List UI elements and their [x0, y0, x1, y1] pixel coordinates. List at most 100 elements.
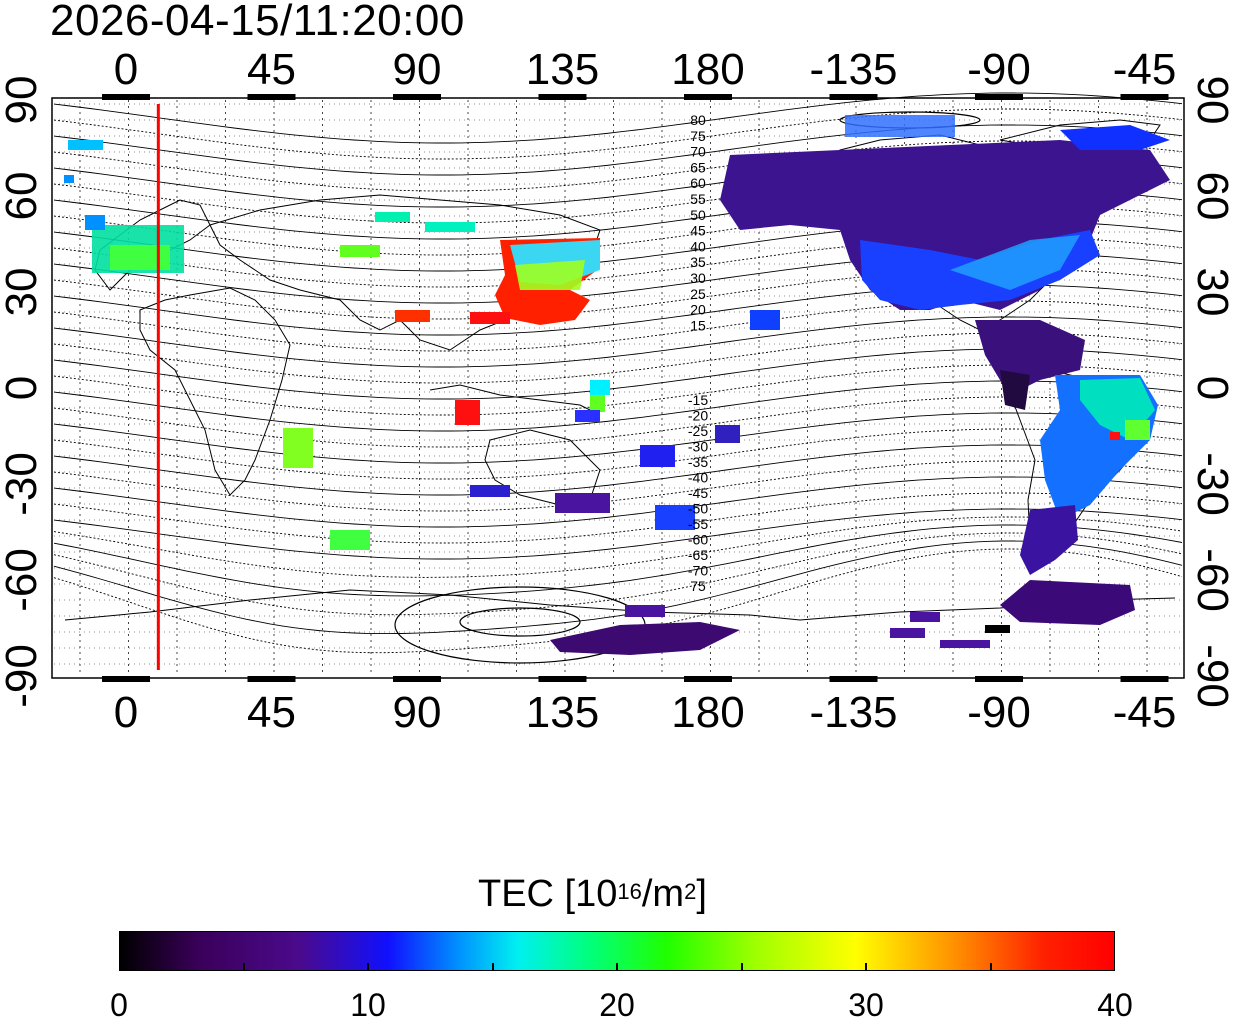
- contour-label: 35: [690, 254, 706, 270]
- contour-label: 50: [690, 207, 706, 223]
- lon-tick-bottom: 90: [393, 688, 442, 737]
- lat-tick-left: 30: [0, 268, 46, 317]
- colorbar-tick: [740, 963, 743, 971]
- contour-label: 75: [690, 128, 706, 144]
- axis-bar-top: [975, 94, 1023, 100]
- axis-bar-bottom: [393, 676, 441, 682]
- axis-bar-bottom: [684, 676, 732, 682]
- colorbar-tick-label: 40: [1097, 987, 1133, 1023]
- lon-tick-bottom: 180: [671, 688, 744, 737]
- contour-label: -40: [688, 470, 708, 486]
- lon-tick-bottom: -90: [967, 688, 1031, 737]
- contour-label: 15: [690, 317, 706, 333]
- latitude-ticks-left: 90 60 30 0 -30 -60 -90: [0, 76, 46, 708]
- contour-line: [53, 412, 1183, 464]
- axis-bar-bottom: [1120, 676, 1169, 682]
- contour-line: [53, 492, 1183, 544]
- lat-tick-right: -30: [1188, 452, 1235, 516]
- lat-tick-right: 60: [1188, 172, 1235, 221]
- contour-line: [53, 524, 1183, 597]
- contour-line: [53, 92, 1183, 144]
- contour-line: [53, 548, 1183, 654]
- axis-bar-bottom: [975, 676, 1023, 682]
- contour-label: -65: [688, 547, 708, 563]
- colorbar-tick: [865, 963, 867, 971]
- contour-line: [53, 380, 1183, 432]
- timestamp-title: 2026-04-15/11:20:00: [50, 0, 465, 45]
- colorbar-tick-label: 20: [599, 987, 635, 1023]
- contour-line: [53, 108, 1183, 160]
- contour-line: [53, 540, 1183, 635]
- contour-label: -55: [688, 516, 708, 532]
- tec-map: 0 45 90 135 180 -135 -90 -45 0 45 90 135 180 -135 -90…: [0, 45, 1235, 737]
- contour-line: [53, 140, 1183, 192]
- lat-tick-left: 60: [0, 172, 46, 221]
- contour-label: 45: [690, 223, 706, 239]
- colorbar-tick: [242, 963, 245, 971]
- contour-line: [53, 508, 1183, 560]
- contour-label: -30: [688, 439, 708, 455]
- axis-bar-bottom: [247, 676, 296, 682]
- lat-tick-left: 0: [0, 376, 46, 400]
- lat-tick-left: -30: [0, 452, 46, 516]
- lon-tick-bottom: -135: [809, 688, 897, 737]
- lat-tick-left: 90: [0, 76, 46, 125]
- contour-label: 70: [690, 144, 706, 160]
- lon-tick-top: -45: [1113, 45, 1177, 94]
- lat-tick-right: -90: [1188, 644, 1235, 708]
- colorbar-tick-label: 0: [110, 987, 128, 1023]
- axis-bar-bottom: [102, 676, 150, 682]
- contour-line: [53, 444, 1183, 496]
- contour-pole-inner: [459, 607, 581, 637]
- contour-label: 30: [690, 270, 706, 286]
- lat-tick-right: 30: [1188, 268, 1235, 317]
- axis-bar-top: [684, 94, 732, 100]
- magnetic-contours: [53, 92, 1183, 664]
- contour-line: [53, 532, 1183, 616]
- axis-bar-top: [393, 94, 441, 100]
- contour-label: -60: [688, 532, 708, 548]
- colorbar-tick: [616, 963, 618, 971]
- lon-tick-bottom: 45: [247, 688, 296, 737]
- colorbar-tick-label: 10: [350, 987, 386, 1023]
- tec-data-patches: [64, 115, 1170, 655]
- lat-tick-right: -60: [1188, 548, 1235, 612]
- longitude-ticks-bottom: 0 45 90 135 180 -135 -90 -45: [114, 688, 1177, 737]
- contour-label: 60: [690, 175, 706, 191]
- contour-line: [53, 460, 1183, 512]
- contour-label: -35: [688, 454, 708, 470]
- lon-tick-bottom: -45: [1113, 688, 1177, 737]
- contour-label: -70: [688, 563, 708, 579]
- axis-bar-top: [538, 94, 587, 100]
- axis-bar-top: [1120, 94, 1169, 100]
- lat-tick-right: 0: [1188, 376, 1235, 400]
- lat-tick-left: -90: [0, 644, 46, 708]
- lon-tick-top: 45: [247, 45, 296, 94]
- colorbar-tick: [367, 963, 369, 971]
- contour-label: -15: [688, 392, 708, 408]
- lon-tick-top: -135: [809, 45, 897, 94]
- lon-tick-top: 180: [671, 45, 744, 94]
- axis-bar-top: [247, 94, 296, 100]
- contour-label: 80: [690, 112, 706, 128]
- lon-tick-top: 135: [526, 45, 599, 94]
- contour-line: [53, 428, 1183, 480]
- lon-tick-top: 0: [114, 45, 138, 94]
- latitude-ticks-right: 90 60 30 0 -30 -60 -90: [1188, 76, 1235, 708]
- colorbar-tick: [989, 963, 992, 971]
- lat-tick-right: 90: [1188, 76, 1235, 125]
- contour-label: 25: [690, 286, 706, 302]
- axis-bar-top: [829, 94, 878, 100]
- contour-label: 65: [690, 159, 706, 175]
- contour-label: -20: [688, 408, 708, 424]
- contour-label: 55: [690, 191, 706, 207]
- contour-line: [53, 476, 1183, 528]
- axis-bar-bottom: [829, 676, 878, 682]
- lat-tick-left: -60: [0, 548, 46, 612]
- axis-bar-top: [102, 94, 150, 100]
- lon-tick-bottom: 0: [114, 688, 138, 737]
- contour-line: [53, 396, 1183, 448]
- colorbar-tick: [491, 963, 494, 971]
- contour-label: 40: [690, 238, 706, 254]
- longitude-ticks-top: 0 45 90 135 180 -135 -90 -45: [114, 45, 1177, 94]
